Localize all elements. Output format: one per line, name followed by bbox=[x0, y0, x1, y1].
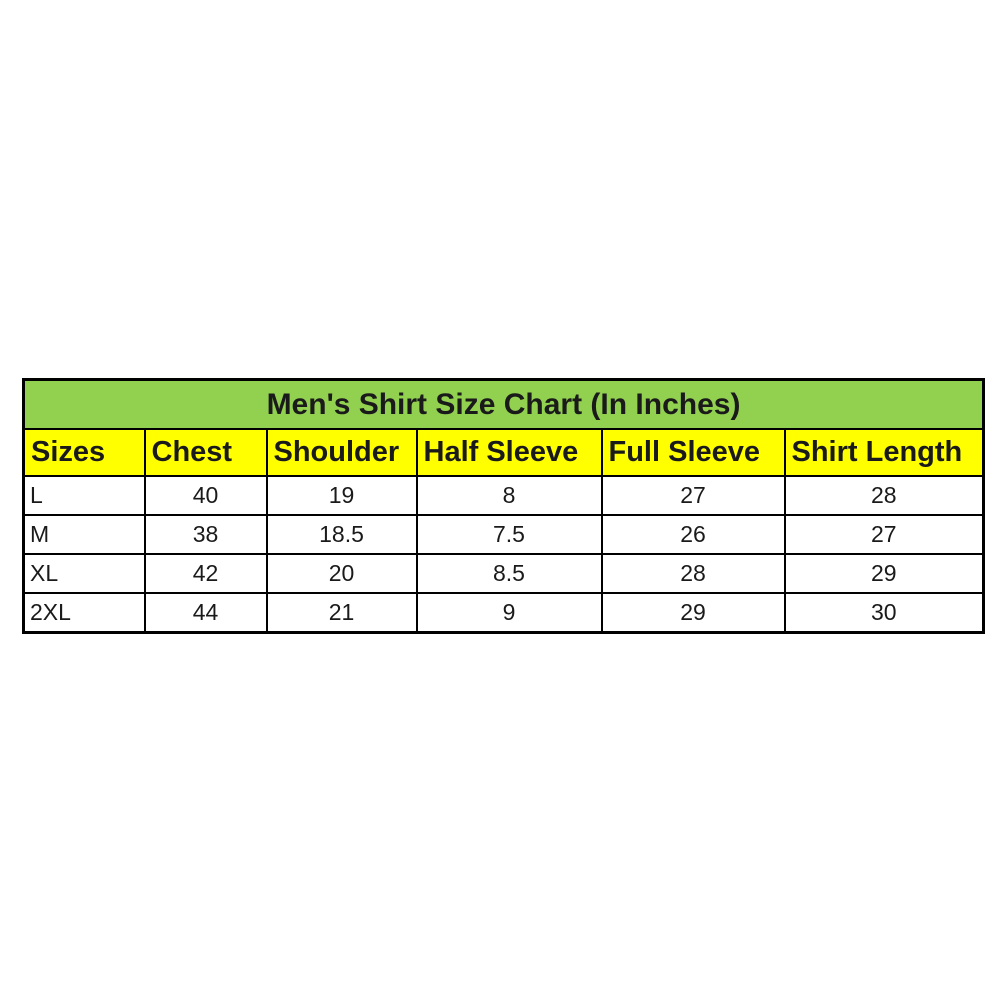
half-sleeve-value-cell: 8 bbox=[415, 475, 603, 516]
full-sleeve-value-cell: 27 bbox=[600, 475, 786, 516]
table-row-l: L 40 19 8 27 28 bbox=[22, 475, 985, 516]
chest-value-cell: 44 bbox=[143, 592, 268, 634]
column-header-shoulder: Shoulder bbox=[265, 428, 418, 477]
chest-value-cell: 38 bbox=[143, 514, 268, 555]
chest-value-cell: 40 bbox=[143, 475, 268, 516]
shirt-length-value-cell: 30 bbox=[783, 592, 985, 634]
shoulder-value-cell: 19 bbox=[265, 475, 418, 516]
size-cell: 2XL bbox=[22, 592, 146, 634]
shirt-length-value-cell: 29 bbox=[783, 553, 985, 594]
column-header-shirt-length: Shirt Length bbox=[783, 428, 985, 477]
full-sleeve-value-cell: 29 bbox=[600, 592, 786, 634]
half-sleeve-value-cell: 7.5 bbox=[415, 514, 603, 555]
size-chart-table: Men's Shirt Size Chart (In Inches) Sizes… bbox=[22, 378, 986, 634]
full-sleeve-value-cell: 26 bbox=[600, 514, 786, 555]
shoulder-value-cell: 18.5 bbox=[265, 514, 418, 555]
shoulder-value-cell: 20 bbox=[265, 553, 418, 594]
column-header-sizes: Sizes bbox=[22, 428, 146, 477]
size-cell: XL bbox=[22, 553, 146, 594]
full-sleeve-value-cell: 28 bbox=[600, 553, 786, 594]
table-title: Men's Shirt Size Chart (In Inches) bbox=[22, 378, 985, 430]
shoulder-value-cell: 21 bbox=[265, 592, 418, 634]
chest-value-cell: 42 bbox=[143, 553, 268, 594]
shirt-length-value-cell: 28 bbox=[783, 475, 985, 516]
size-cell: L bbox=[22, 475, 146, 516]
size-cell: M bbox=[22, 514, 146, 555]
half-sleeve-value-cell: 9 bbox=[415, 592, 603, 634]
column-header-chest: Chest bbox=[143, 428, 268, 477]
column-header-full-sleeve: Full Sleeve bbox=[600, 428, 786, 477]
column-header-half-sleeve: Half Sleeve bbox=[415, 428, 603, 477]
table-row-m: M 38 18.5 7.5 26 27 bbox=[22, 514, 985, 555]
half-sleeve-value-cell: 8.5 bbox=[415, 553, 603, 594]
table-row-xl: XL 42 20 8.5 28 29 bbox=[22, 553, 985, 594]
shirt-length-value-cell: 27 bbox=[783, 514, 985, 555]
table-header-row: Sizes Chest Shoulder Half Sleeve Full Sl… bbox=[22, 428, 985, 477]
table-title-row: Men's Shirt Size Chart (In Inches) bbox=[22, 378, 985, 430]
table-row-2xl: 2XL 44 21 9 29 30 bbox=[22, 592, 985, 634]
